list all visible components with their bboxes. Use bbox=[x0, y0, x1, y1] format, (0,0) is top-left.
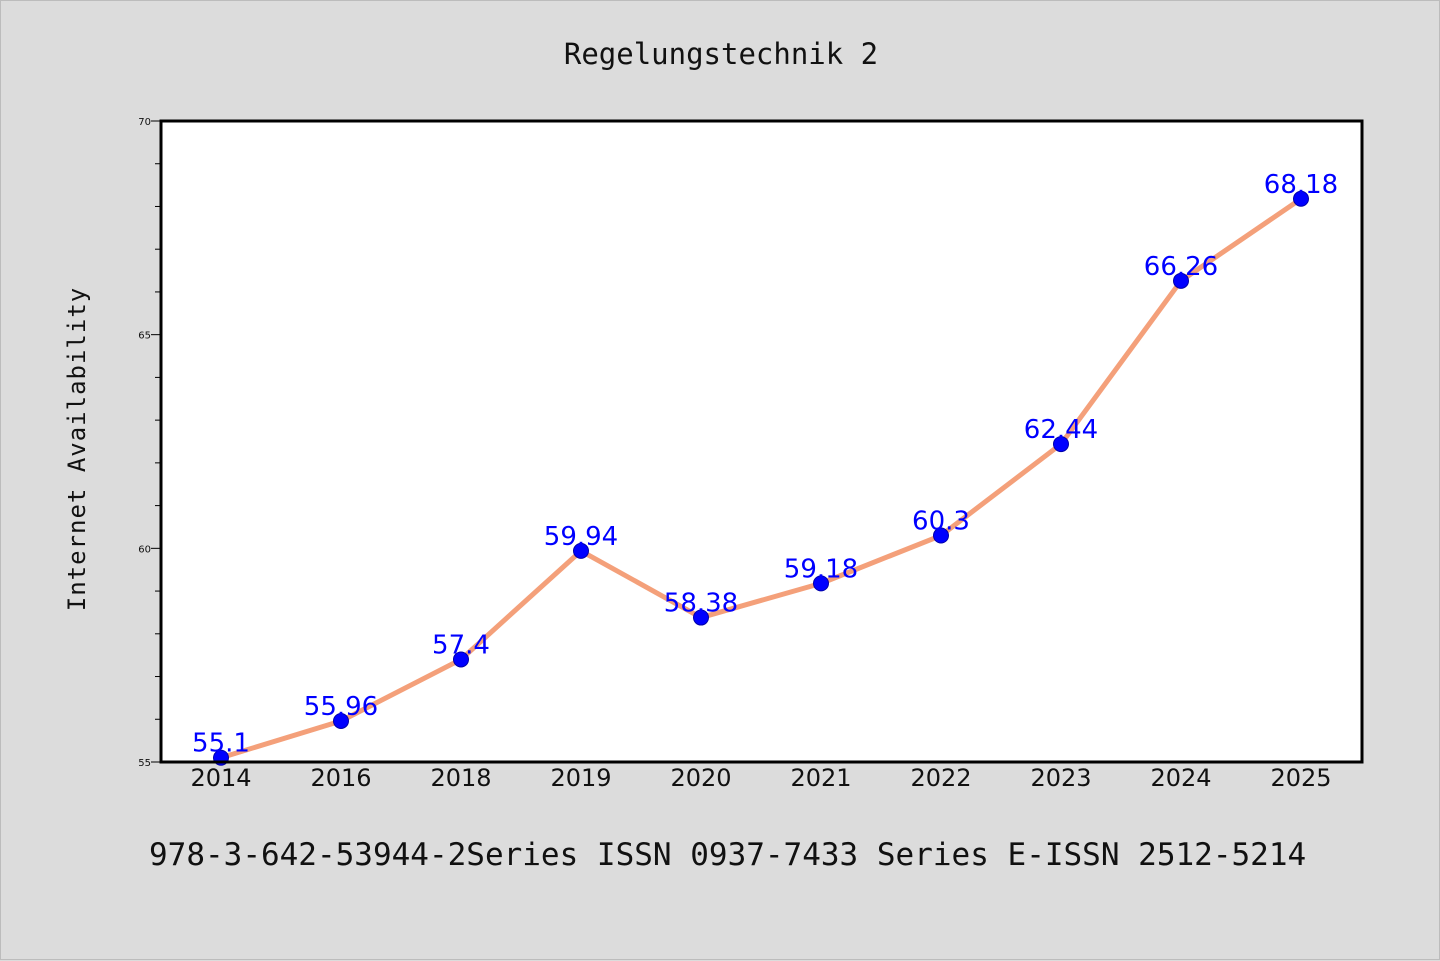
series-line bbox=[218, 196, 1304, 761]
x-tick-label: 2014 bbox=[190, 764, 251, 792]
data-label: 57.4 bbox=[432, 630, 490, 660]
data-point bbox=[933, 527, 949, 544]
x-tick-label: 2018 bbox=[430, 764, 491, 792]
y-tick-label: 55 bbox=[138, 758, 151, 769]
data-point bbox=[813, 575, 829, 592]
data-point bbox=[693, 609, 709, 626]
y-axis-label: Internet Availability bbox=[63, 287, 91, 611]
series-layer bbox=[213, 190, 1309, 766]
x-tick-label: 2016 bbox=[310, 764, 371, 792]
x-tick-label: 2025 bbox=[1270, 764, 1331, 792]
data-label: 58.38 bbox=[664, 589, 738, 619]
data-label: 60.3 bbox=[912, 507, 970, 537]
data-point bbox=[1293, 190, 1309, 207]
data-label: 66.26 bbox=[1144, 252, 1218, 282]
plot-border bbox=[159, 119, 1364, 764]
data-point bbox=[1053, 436, 1069, 453]
chart-title: Regelungstechnik 2 bbox=[564, 37, 878, 71]
plot-area bbox=[161, 121, 1362, 762]
data-point bbox=[1173, 272, 1189, 289]
x-tick-label: 2019 bbox=[550, 764, 611, 792]
data-point bbox=[453, 651, 469, 668]
data-label: 68.18 bbox=[1264, 170, 1338, 200]
data-label: 62.44 bbox=[1024, 415, 1098, 445]
data-labels: 55.1 55.96 57.4 59.94 58.38 59.18 60.3 62.44 66.… bbox=[192, 170, 1338, 759]
x-tick-label: 2024 bbox=[1150, 764, 1211, 792]
x-tick-label: 2020 bbox=[670, 764, 731, 792]
y-tick-label: 65 bbox=[138, 331, 151, 342]
data-label: 55.96 bbox=[304, 692, 378, 722]
data-label: 55.1 bbox=[192, 729, 250, 759]
data-point bbox=[333, 712, 349, 729]
data-label: 59.94 bbox=[544, 522, 618, 552]
x-tick-label: 2022 bbox=[910, 764, 971, 792]
y-tick-label: 70 bbox=[138, 117, 151, 128]
data-label: 59.18 bbox=[784, 554, 858, 584]
data-point bbox=[573, 542, 589, 559]
axis-ticks: 55 60 65 70 2014 2016 2018 2019 2020 2021 2022 2023… bbox=[138, 117, 1331, 792]
caption: 978-3-642-53944-2Series ISSN 0937-7433 S… bbox=[149, 837, 1306, 873]
x-tick-label: 2023 bbox=[1030, 764, 1091, 792]
y-tick-label: 60 bbox=[138, 544, 151, 555]
x-tick-label: 2021 bbox=[790, 764, 851, 792]
